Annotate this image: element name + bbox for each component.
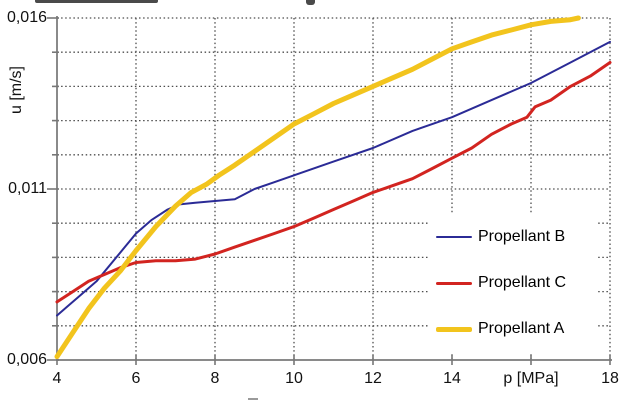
legend-label: Propellant C	[478, 274, 567, 291]
x-tick-label-6: 6	[131, 370, 141, 387]
y-tick-label-middle: 0,011	[8, 180, 47, 197]
propellant-b-line-swatch	[436, 236, 472, 238]
y-tick-label-bottom: 0,006	[6, 351, 47, 368]
legend-item-propellant-a: Propellant A	[428, 309, 596, 349]
propellant-c-line-swatch	[436, 281, 472, 285]
x-tick-label-8: 8	[210, 370, 220, 387]
x-tick-label-14: 14	[443, 370, 461, 387]
clipped-title-remnant-descender	[306, 0, 315, 5]
legend-item-propellant-c: Propellant C	[428, 263, 596, 303]
legend: Propellant B Propellant C Propellant A	[428, 214, 596, 352]
propellant-a-line-swatch	[436, 326, 472, 332]
x-tick-label-4: 4	[52, 370, 62, 387]
legend-label: Propellant A	[478, 320, 565, 337]
clipped-title-remnant	[35, 0, 158, 3]
legend-label: Propellant B	[478, 228, 566, 245]
legend-item-propellant-b: Propellant B	[428, 217, 596, 257]
x-tick-label-18: 18	[601, 370, 619, 387]
x-tick-label-12: 12	[364, 370, 382, 387]
clipped-caption-remnant	[248, 398, 258, 400]
y-tick-label-top: 0,016	[6, 9, 47, 26]
x-axis-title: p [MPa]	[503, 370, 559, 387]
y-axis-title: u [m/s]	[8, 66, 25, 115]
x-tick-label-10: 10	[285, 370, 303, 387]
